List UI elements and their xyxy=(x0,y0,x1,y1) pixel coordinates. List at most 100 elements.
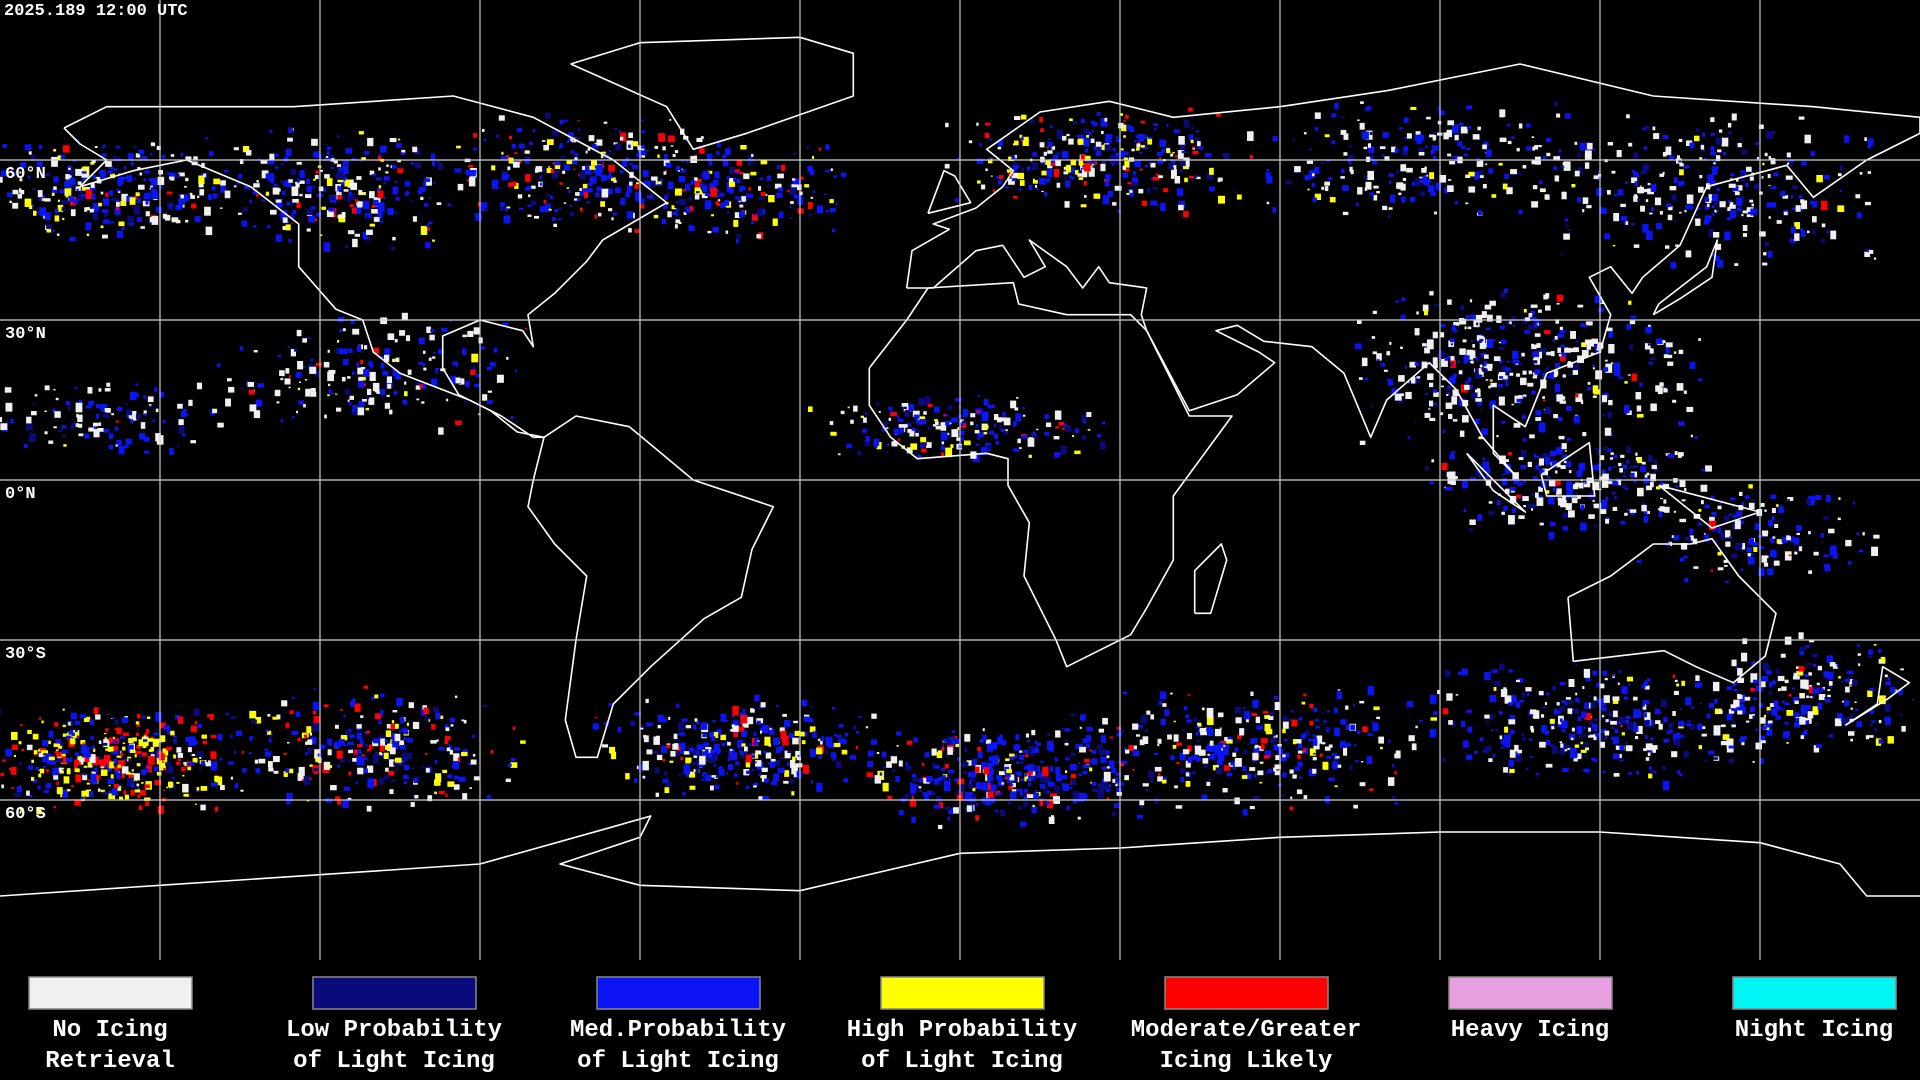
icing-patch xyxy=(1734,191,1740,196)
icing-patch xyxy=(1136,734,1140,737)
icing-patch xyxy=(1749,199,1754,203)
icing-patch xyxy=(939,776,943,782)
icing-patch xyxy=(390,165,393,169)
icing-patch xyxy=(389,747,396,755)
icing-patch xyxy=(1424,347,1430,354)
icing-patch xyxy=(1086,135,1089,139)
icing-patch xyxy=(1655,720,1661,724)
icing-patch xyxy=(1454,134,1459,141)
icing-patch xyxy=(634,183,639,189)
icing-patch xyxy=(105,728,109,732)
icing-patch xyxy=(1132,178,1139,183)
icing-patch xyxy=(131,769,134,772)
icing-patch xyxy=(1423,175,1427,178)
icing-patch xyxy=(1628,344,1633,350)
icing-patch xyxy=(432,239,435,242)
icing-patch xyxy=(296,202,301,209)
icing-patch xyxy=(1024,802,1029,806)
icing-patch xyxy=(1201,794,1208,800)
icing-patch xyxy=(1368,146,1375,154)
icing-patch xyxy=(1645,199,1649,203)
icing-patch xyxy=(1631,373,1637,382)
icing-patch xyxy=(1468,350,1476,359)
icing-patch xyxy=(1762,162,1765,166)
icing-patch xyxy=(410,802,415,807)
icing-patch xyxy=(392,710,398,713)
icing-patch xyxy=(104,388,111,392)
icing-patch xyxy=(190,440,196,444)
icing-patch xyxy=(1236,194,1242,200)
icing-patch xyxy=(757,208,763,217)
icing-patch xyxy=(912,427,916,433)
icing-patch xyxy=(600,175,607,182)
icing-patch xyxy=(895,776,900,782)
icing-patch xyxy=(1048,816,1055,824)
icing-patch xyxy=(1580,522,1587,531)
icing-patch xyxy=(102,144,106,148)
icing-patch xyxy=(1023,749,1028,754)
icing-patch xyxy=(134,392,139,398)
icing-patch xyxy=(342,328,346,332)
icing-patch xyxy=(763,750,767,754)
icing-patch xyxy=(302,366,306,368)
icing-patch xyxy=(812,731,817,738)
icing-patch xyxy=(156,728,159,731)
icing-patch xyxy=(1592,497,1596,500)
icing-patch xyxy=(178,204,183,210)
icing-patch xyxy=(441,327,448,332)
icing-patch xyxy=(1180,776,1185,783)
icing-patch xyxy=(1138,188,1144,194)
icing-patch xyxy=(881,751,887,758)
icing-patch xyxy=(711,775,717,778)
icing-patch xyxy=(100,225,104,229)
icing-patch xyxy=(324,144,328,146)
icing-patch xyxy=(378,167,381,171)
icing-patch xyxy=(1600,401,1604,404)
icing-patch xyxy=(1384,156,1390,161)
icing-patch xyxy=(1463,153,1467,156)
icing-patch xyxy=(1612,465,1617,468)
icing-patch xyxy=(1024,754,1029,757)
icing-patch xyxy=(185,219,189,223)
icing-patch xyxy=(1463,508,1466,513)
icing-patch xyxy=(403,774,409,780)
icing-patch xyxy=(579,171,586,180)
icing-patch xyxy=(1321,742,1326,745)
icing-patch xyxy=(1729,210,1737,218)
icing-patch xyxy=(1637,198,1640,202)
icing-patch xyxy=(368,360,373,367)
icing-patch xyxy=(440,368,443,372)
icing-patch xyxy=(55,739,62,744)
icing-patch xyxy=(1452,373,1457,379)
icing-patch xyxy=(1626,324,1632,330)
icing-patch xyxy=(1105,174,1111,181)
icing-patch xyxy=(938,824,943,830)
icing-patch xyxy=(732,705,739,716)
icing-patch xyxy=(102,791,109,796)
icing-patch xyxy=(566,159,573,165)
icing-patch xyxy=(100,169,106,178)
icing-patch xyxy=(978,432,985,438)
icing-patch xyxy=(749,743,752,747)
icing-patch xyxy=(915,784,919,787)
icing-patch xyxy=(1650,357,1656,360)
icing-patch xyxy=(896,415,900,419)
icing-patch xyxy=(945,806,952,811)
icing-patch xyxy=(159,762,166,768)
icing-patch xyxy=(802,764,809,774)
icing-patch xyxy=(104,737,107,740)
icing-patch xyxy=(486,795,492,799)
icing-patch xyxy=(750,171,757,176)
icing-patch xyxy=(297,361,304,370)
icing-patch xyxy=(312,185,316,189)
icing-patch xyxy=(760,159,768,165)
icing-patch xyxy=(1711,511,1717,516)
icing-patch xyxy=(202,740,207,745)
icing-patch xyxy=(1138,151,1143,154)
icing-patch xyxy=(92,425,96,430)
icing-patch xyxy=(1174,155,1178,158)
icing-patch xyxy=(1770,549,1777,557)
icing-patch xyxy=(103,219,110,224)
icing-patch xyxy=(1644,474,1648,478)
icing-patch xyxy=(1746,547,1752,553)
